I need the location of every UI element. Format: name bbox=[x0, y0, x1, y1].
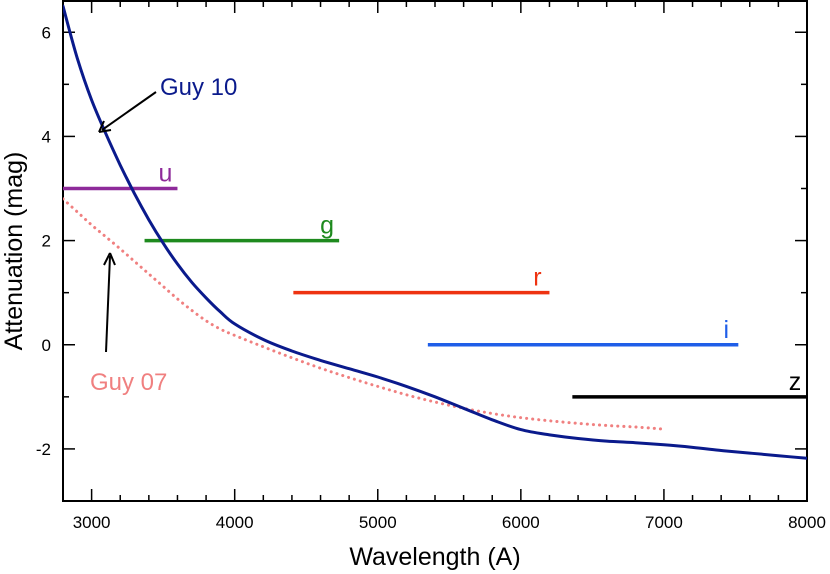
guy10-arrow-head bbox=[98, 120, 112, 133]
guy07-label: Guy 07 bbox=[90, 369, 167, 396]
guy07-arrow-shaft bbox=[105, 255, 111, 353]
y-tick-label: 0 bbox=[42, 336, 51, 355]
x-tick-label: 7000 bbox=[645, 513, 683, 532]
y-axis-title: Attenuation (mag) bbox=[0, 152, 28, 351]
x-tick-label: 4000 bbox=[216, 513, 254, 532]
band-label-group: u g r i z bbox=[159, 160, 802, 396]
tick-label-group: 3000 4000 5000 6000 7000 8000 -2 0 2 4 6 bbox=[36, 23, 826, 532]
guy07-arrow-head bbox=[103, 252, 116, 266]
y-tick-label: 2 bbox=[42, 232, 51, 251]
y-tick-label: 4 bbox=[42, 127, 51, 146]
guy10-label: Guy 10 bbox=[160, 74, 237, 101]
x-tick-label: 8000 bbox=[788, 513, 826, 532]
x-tick-label: 6000 bbox=[502, 513, 540, 532]
series-line-guy-07 bbox=[63, 197, 666, 431]
y-tick-label: -2 bbox=[36, 440, 51, 459]
guy10-arrow-shaft bbox=[101, 91, 157, 131]
x-tick-label: 3000 bbox=[73, 513, 111, 532]
y-tick-label: 6 bbox=[42, 23, 51, 42]
series-line-guy-10 bbox=[63, 4, 807, 460]
band-label-i: i bbox=[724, 316, 730, 344]
band-label-g: g bbox=[320, 212, 334, 240]
band-label-z: z bbox=[789, 368, 802, 396]
band-label-u: u bbox=[159, 160, 173, 188]
plot-area bbox=[63, 4, 807, 460]
band-lines bbox=[63, 186, 807, 399]
band-label-r: r bbox=[533, 264, 541, 292]
x-tick-label: 5000 bbox=[359, 513, 397, 532]
x-axis-title: Wavelength (A) bbox=[349, 543, 520, 571]
curve-lines bbox=[63, 4, 807, 460]
tick-group bbox=[62, 1, 808, 502]
